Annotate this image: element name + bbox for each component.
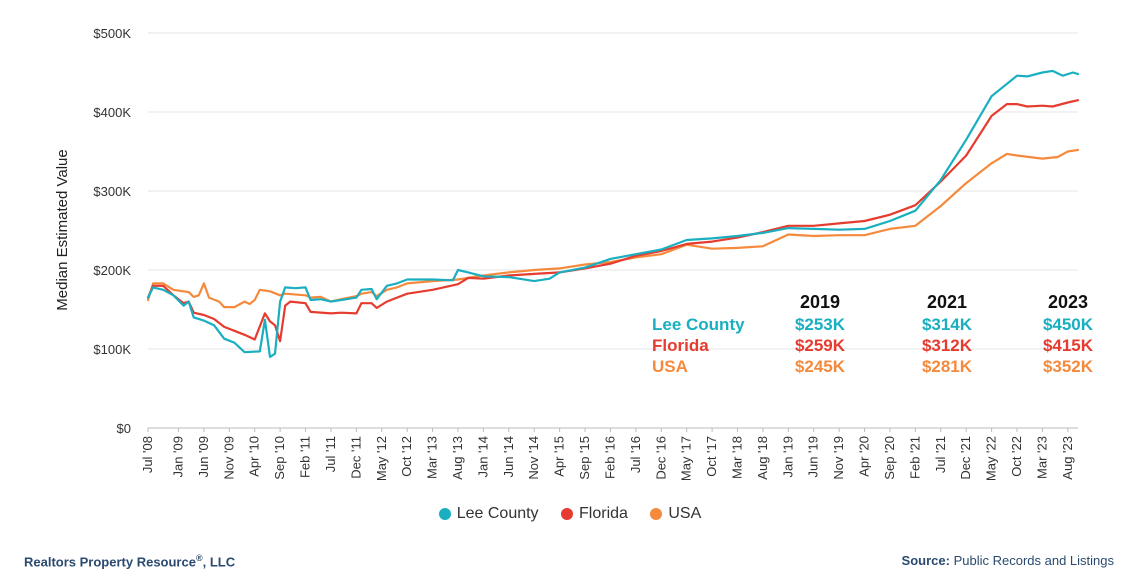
x-tick-label: Apr '10	[247, 436, 262, 477]
x-tick-label: Sep '20	[882, 436, 897, 480]
footer-brand: Realtors Property Resource®, LLC	[24, 553, 235, 569]
y-tick-label: $100K	[93, 342, 131, 357]
table-cell-value: $415K	[1043, 336, 1094, 355]
y-tick-label: $0	[117, 421, 131, 436]
x-tick-label: Nov '19	[831, 436, 846, 480]
table-row-label: USA	[652, 357, 688, 376]
source-label: Source:	[901, 553, 950, 568]
table-year-header: 2019	[800, 292, 840, 312]
x-tick-label: Aug '23	[1060, 436, 1075, 480]
y-tick-label: $300K	[93, 184, 131, 199]
x-tick-label: May '12	[374, 436, 389, 481]
x-tick-label: May '17	[679, 436, 694, 481]
x-tick-label: Mar '23	[1034, 436, 1049, 479]
line-chart: $0 $100K $200K $300K $400K $500K Jul '08 Jan '…	[54, 26, 1094, 481]
legend-label-florida: Florida	[579, 505, 628, 522]
x-tick-label: Dec '11	[348, 436, 363, 479]
brand-name: Realtors Property Resource	[24, 554, 196, 570]
x-tick-label: Jun '14	[501, 436, 516, 478]
legend-marker-usa	[650, 508, 663, 520]
footer-source: Source: Public Records and Listings	[902, 553, 1114, 568]
table-cell-value: $253K	[795, 315, 846, 334]
table-cell-value: $259K	[795, 336, 846, 355]
x-tick-label: Jan '19	[780, 436, 795, 478]
x-tick-label: Jan '09	[170, 436, 185, 478]
x-tick-label: Jun '19	[806, 436, 821, 478]
x-tick-label: Oct '22	[1009, 436, 1024, 477]
gridlines	[148, 32, 1078, 429]
y-tick-labels: $0 $100K $200K $300K $400K $500K	[93, 26, 131, 436]
legend-label-usa: USA	[668, 505, 702, 522]
x-tick-label: Sep '15	[577, 436, 592, 480]
x-tick-label: Nov '09	[221, 436, 236, 480]
series-lines	[146, 69, 1080, 358]
x-tick-label: Feb '16	[602, 436, 617, 479]
table-cell-value: $281K	[922, 357, 973, 376]
legend-item-usa: USA	[650, 505, 701, 523]
legend-marker-florida	[561, 508, 574, 520]
series-line-usa	[146, 148, 1080, 309]
x-tick-label: Jul '08	[140, 436, 155, 473]
table-cell-value: $314K	[922, 315, 973, 334]
x-tick-label: Feb '11	[298, 436, 313, 478]
x-tick-label: Dec '16	[653, 436, 668, 480]
x-tick-label: Sep '10	[272, 436, 287, 480]
x-tick-label: Jul '11	[323, 436, 338, 472]
table-row-label: Florida	[652, 336, 709, 355]
y-axis-label: Median Estimated Value	[54, 149, 71, 310]
legend: Lee County Florida USA	[0, 505, 1140, 525]
legend-item-lee-county: Lee County	[438, 505, 539, 523]
x-tick-label: Jul '16	[628, 436, 643, 473]
x-tick-label: Jun '09	[196, 436, 211, 478]
x-tick-label: Oct '17	[704, 436, 719, 477]
y-tick-label: $500K	[93, 26, 131, 41]
table-year-header: 2023	[1048, 292, 1088, 312]
x-tick-label: Aug '13	[450, 436, 465, 480]
x-tick-label: Feb '21	[907, 436, 922, 479]
table-row-label: Lee County	[652, 315, 745, 334]
x-tick-label: May '22	[984, 436, 999, 481]
x-tick-label: Apr '20	[857, 436, 872, 477]
y-tick-label: $400K	[93, 105, 131, 120]
table-year-header: 2021	[927, 292, 967, 312]
legend-item-florida: Florida	[561, 505, 628, 523]
legend-label-lee-county: Lee County	[456, 505, 539, 522]
x-tick-label: Nov '14	[526, 436, 541, 480]
x-tick-label: Mar '13	[425, 436, 440, 479]
x-tick-label: Dec '21	[958, 436, 973, 480]
table-cell-value: $352K	[1043, 357, 1094, 376]
y-tick-label: $200K	[93, 263, 131, 278]
x-tick-label: Oct '12	[399, 436, 414, 477]
table-cell-value: $245K	[795, 357, 846, 376]
legend-marker-lee-county	[438, 508, 451, 520]
x-tick-label: Jan '14	[475, 436, 490, 478]
x-tick-label: Apr '15	[552, 436, 567, 477]
x-tick-label: Mar '18	[730, 436, 745, 479]
x-tick-label: Aug '18	[755, 436, 770, 480]
table-cell-value: $312K	[922, 336, 973, 355]
series-line-lee-county	[146, 69, 1080, 358]
summary-table: 2019 2021 2023 Lee County $253K $314K $450K Flo…	[652, 292, 1094, 376]
brand-suffix: , LLC	[202, 554, 236, 570]
x-tick-labels: Jul '08 Jan '09 Jun '09 Nov '09 Apr '10 Sep '…	[140, 428, 1075, 481]
table-cell-value: $450K	[1043, 315, 1094, 334]
registered-mark: ®	[195, 553, 203, 563]
series-line-florida	[146, 99, 1080, 343]
source-value: Public Records and Listings	[953, 553, 1114, 568]
x-tick-label: Jul '21	[933, 436, 948, 473]
